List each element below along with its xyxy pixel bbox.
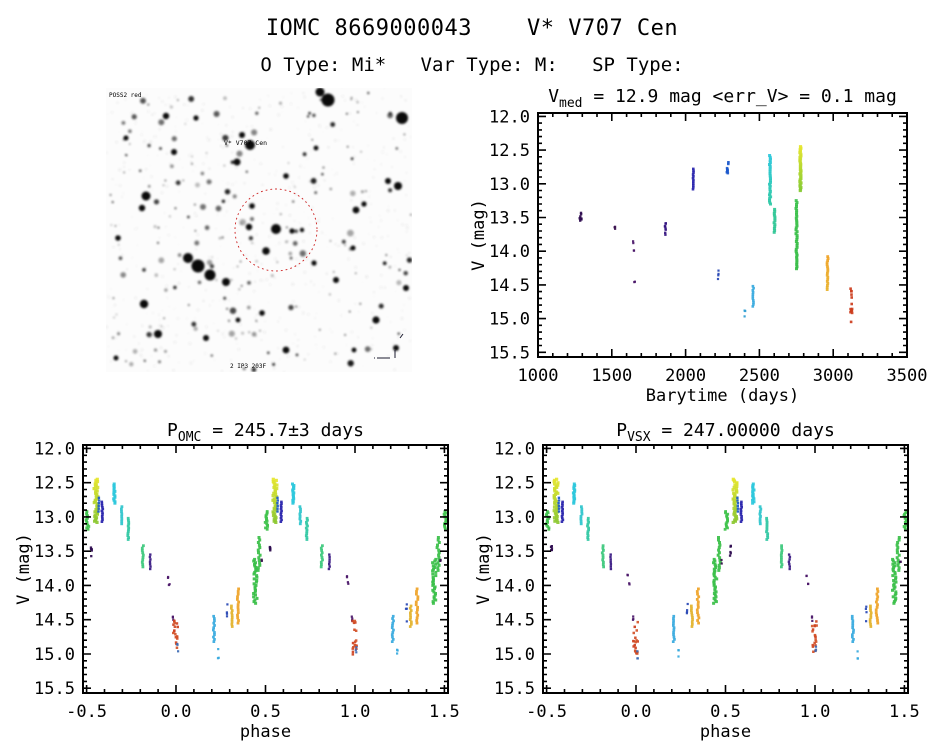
svg-text:14.5: 14.5 <box>489 276 530 296</box>
svg-text:PVSX = 247.00000 days: PVSX = 247.00000 days <box>616 420 835 445</box>
svg-text:3000: 3000 <box>813 366 854 386</box>
svg-text:15.5: 15.5 <box>34 679 75 699</box>
svg-text:12.5: 12.5 <box>34 474 75 494</box>
svg-text:V (mag): V (mag) <box>470 199 489 271</box>
finding-chart-image: V* V707 Cen POSS2 red 2 IP3 203F <box>106 88 412 372</box>
svg-text:0.5: 0.5 <box>250 702 281 722</box>
svg-text:15.0: 15.0 <box>34 645 75 665</box>
svg-text:13.5: 13.5 <box>494 542 535 562</box>
phase-chart-omc-period: -0.5 0.0 0.5 1.0 1.5 12.0 12.5 13.0 13.5 14.0 14.5… <box>14 420 460 742</box>
svg-text:1.0: 1.0 <box>340 702 371 722</box>
svg-text:15.5: 15.5 <box>494 679 535 699</box>
svg-text:3500: 3500 <box>887 366 928 386</box>
page-title: IOMC 8669000043 V* V707 Cen <box>265 16 679 41</box>
svg-text:1.0: 1.0 <box>800 702 831 722</box>
svg-text:14.0: 14.0 <box>34 576 75 596</box>
svg-text:15.5: 15.5 <box>489 343 530 363</box>
target-label: V* V707 Cen <box>224 139 267 147</box>
svg-text:POMC = 245.7±3 days: POMC = 245.7±3 days <box>167 420 364 445</box>
svg-text:12.0: 12.0 <box>34 439 75 459</box>
svg-text:14.0: 14.0 <box>489 242 530 262</box>
lightcurve-barytime-chart: 1000 1500 2000 2500 3000 3500 12.0 12.5 13.0 13.5… <box>470 86 928 406</box>
svg-text:14.5: 14.5 <box>494 611 535 631</box>
svg-text:14.0: 14.0 <box>494 576 535 596</box>
svg-text:phase: phase <box>700 722 751 742</box>
svg-text:1000: 1000 <box>518 366 559 386</box>
svg-text:12.5: 12.5 <box>494 474 535 494</box>
survey-label: POSS2 red <box>109 92 142 99</box>
svg-text:Barytime (days): Barytime (days) <box>646 386 800 406</box>
svg-text:15.0: 15.0 <box>494 645 535 665</box>
svg-text:Vmed = 12.9 mag <err_V> = 0.: Vmed = 12.9 mag <err_V> = 0.1 mag <box>548 86 897 111</box>
svg-text:2000: 2000 <box>665 366 706 386</box>
svg-text:0.0: 0.0 <box>161 702 192 722</box>
phase-chart-vsx-period: -0.5 0.0 0.5 1.0 1.5 12.0 12.5 13.0 13.5 14.0 14.5… <box>474 420 920 742</box>
svg-text:12.0: 12.0 <box>494 439 535 459</box>
svg-text:15.0: 15.0 <box>489 310 530 330</box>
svg-text:13.5: 13.5 <box>34 542 75 562</box>
svg-text:12.0: 12.0 <box>489 107 530 127</box>
page-subtitle: O Type: Mi* Var Type: M: SP Type: <box>260 54 684 76</box>
svg-text:-0.5: -0.5 <box>66 702 107 722</box>
svg-text:V (mag): V (mag) <box>14 533 34 605</box>
svg-text:14.5: 14.5 <box>34 611 75 631</box>
svg-text:13.0: 13.0 <box>489 175 530 195</box>
target-circle <box>234 188 318 272</box>
svg-text:13.0: 13.0 <box>494 508 535 528</box>
svg-text:-0.5: -0.5 <box>526 702 567 722</box>
svg-text:0.0: 0.0 <box>621 702 652 722</box>
plate-label: 2 IP3 203F <box>230 363 267 370</box>
orientation-mark <box>374 333 404 359</box>
svg-text:1.5: 1.5 <box>429 702 460 722</box>
svg-text:13.5: 13.5 <box>489 208 530 228</box>
svg-text:2500: 2500 <box>739 366 780 386</box>
svg-text:phase: phase <box>240 722 291 742</box>
svg-text:V (mag): V (mag) <box>474 533 494 605</box>
svg-text:0.5: 0.5 <box>710 702 741 722</box>
svg-text:13.0: 13.0 <box>34 508 75 528</box>
svg-text:12.5: 12.5 <box>489 141 530 161</box>
svg-text:1.5: 1.5 <box>889 702 920 722</box>
svg-text:1500: 1500 <box>591 366 632 386</box>
